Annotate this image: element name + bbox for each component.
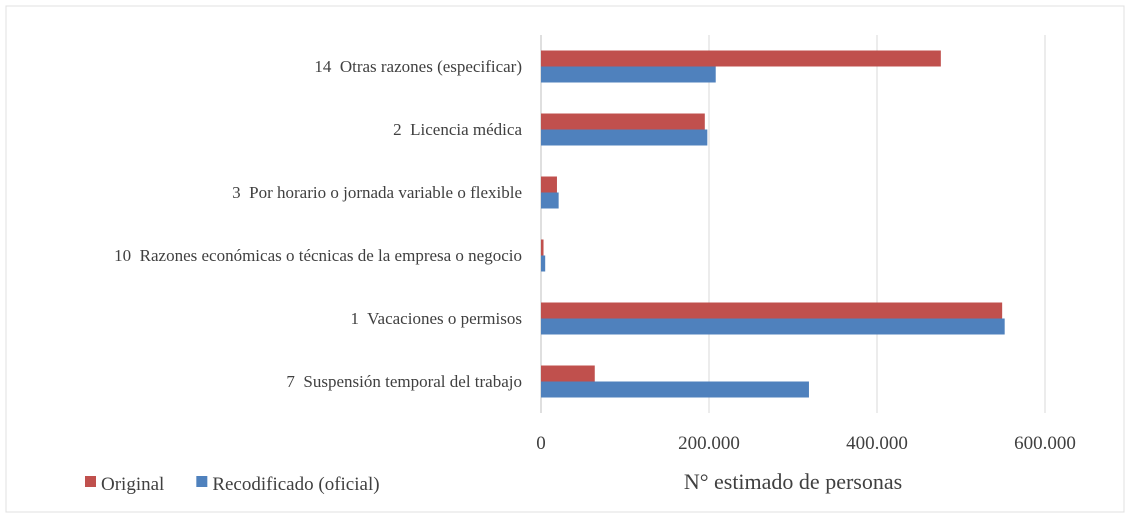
- y-tick-label: 1 Vacaciones o permisos: [350, 308, 522, 328]
- bar: [541, 113, 705, 130]
- bar: [541, 381, 809, 398]
- y-tick-label: 3 Por horario o jornada variable o flexi…: [232, 182, 522, 202]
- y-tick-label: 10 Razones económicas o técnicas de la e…: [114, 245, 522, 265]
- bar: [541, 66, 716, 83]
- x-tick-label: 600.000: [1014, 433, 1076, 454]
- x-tick-label: 400.000: [846, 433, 908, 454]
- bar: [541, 176, 557, 193]
- y-tick-label: 14 Otras razones (especificar): [314, 56, 522, 76]
- legend-swatch: [85, 476, 96, 487]
- y-tick-label: 2 Licencia médica: [393, 119, 522, 139]
- bar: [541, 192, 559, 209]
- frame: [5, 5, 1125, 513]
- bar: [541, 318, 1005, 335]
- legend-label: Recodificado (oficial): [212, 474, 379, 495]
- bar: [541, 302, 1003, 319]
- bar: [541, 365, 595, 382]
- y-tick-label: 7 Suspensión temporal del trabajo: [286, 371, 522, 391]
- bar: [541, 50, 941, 67]
- x-axis-title: N° estimado de personas: [684, 469, 902, 494]
- bar: [541, 255, 546, 272]
- x-tick-label: 200.000: [678, 433, 740, 454]
- x-tick-label: 0: [536, 433, 546, 454]
- legend-swatch: [196, 476, 208, 487]
- bar: [541, 129, 708, 146]
- bar: [541, 239, 544, 256]
- legend-label: Original: [101, 474, 164, 495]
